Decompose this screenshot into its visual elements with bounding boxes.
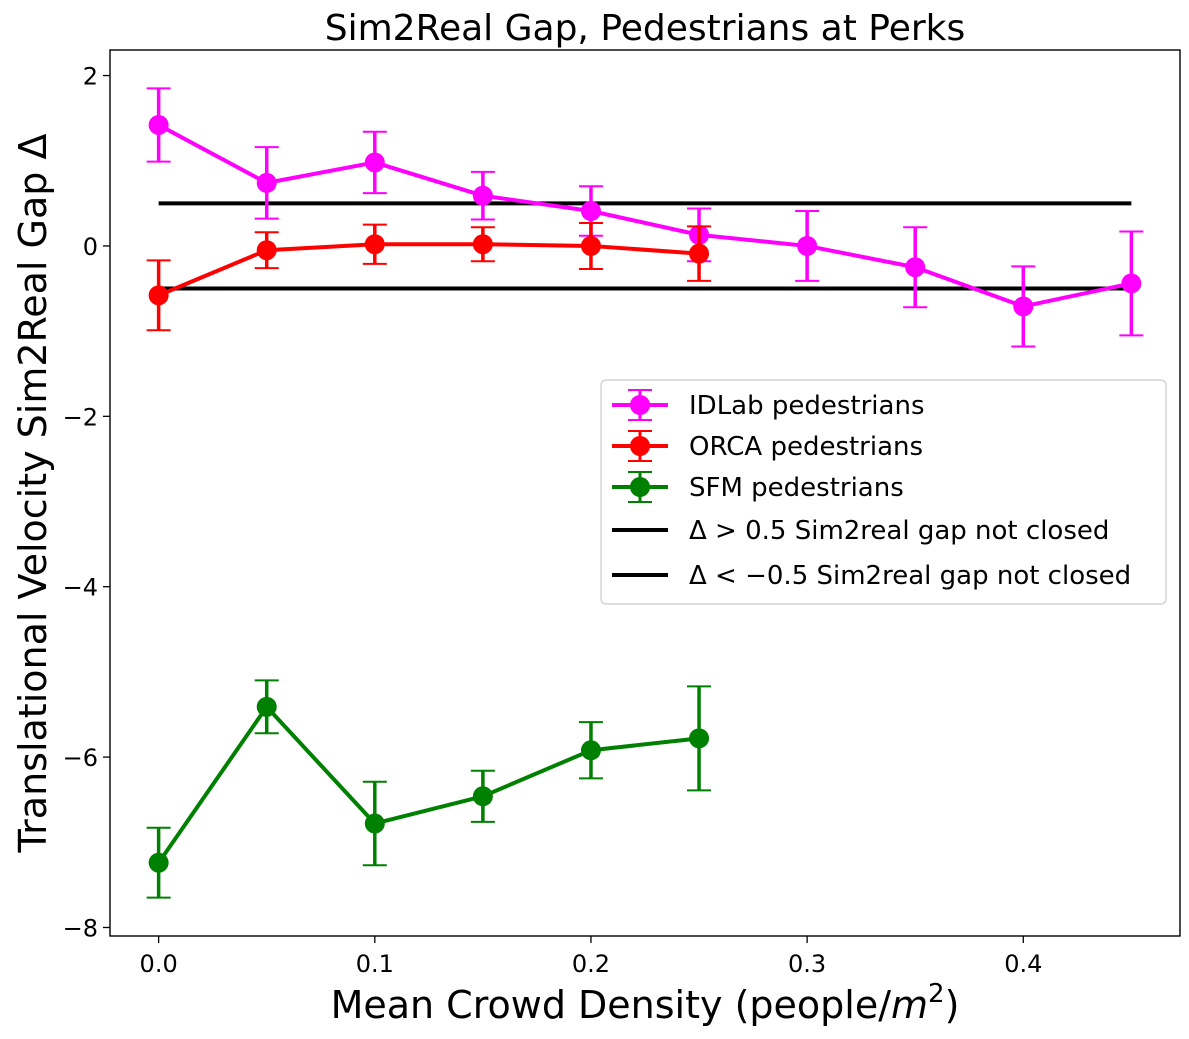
- y-tick-label-4: −4: [63, 574, 98, 602]
- legend-swatch-marker-2: [630, 436, 650, 456]
- legend-swatch-marker-3: [630, 477, 650, 497]
- x-axis-label-sup: 2: [928, 979, 945, 1009]
- data-point-1-8: [905, 257, 926, 278]
- plot-area: [146, 87, 1144, 899]
- y-tick-label-5: −6: [63, 744, 98, 772]
- x-tick-label-1: 0.0: [140, 950, 178, 978]
- legend-item-1: IDLab pedestrians: [612, 389, 925, 421]
- data-point-2-2: [256, 240, 277, 261]
- legend-items: IDLab pedestrians ORCA pedestrians SFM ped…: [612, 389, 1131, 591]
- data-point-1-7: [797, 235, 818, 256]
- x-tick-label-5: 0.4: [1004, 950, 1042, 978]
- legend-swatch-marker-1: [630, 395, 650, 415]
- x-axis-label-suffix: ): [945, 983, 960, 1027]
- legend-item-4: Δ > 0.5 Sim2real gap not closed: [612, 516, 1109, 546]
- x-axis-label-prefix: Mean Crowd Density (people/: [331, 983, 892, 1027]
- data-point-1-10: [1121, 273, 1142, 294]
- data-point-3-6: [689, 728, 710, 749]
- data-point-1-1: [148, 114, 169, 135]
- legend-item-3: SFM pedestrians: [612, 471, 904, 503]
- series-line-2: [157, 242, 700, 298]
- plot-frame: [109, 49, 1181, 937]
- data-point-2-6: [689, 243, 710, 264]
- series-2: [146, 221, 712, 332]
- data-point-3-2: [256, 696, 277, 717]
- x-tick-label-3: 0.2: [572, 950, 610, 978]
- legend: IDLab pedestrians ORCA pedestrians SFM ped…: [600, 379, 1167, 605]
- legend-item-5: Δ < −0.5 Sim2real gap not closed: [612, 561, 1131, 591]
- data-point-1-2: [256, 172, 277, 193]
- data-point-2-5: [580, 235, 601, 256]
- x-axis-label-var: m: [891, 983, 928, 1027]
- legend-label-3: SFM pedestrians: [689, 473, 904, 503]
- legend-label-5: Δ < −0.5 Sim2real gap not closed: [689, 561, 1131, 591]
- x-axis-label: Mean Crowd Density (people/m2): [331, 979, 960, 1027]
- data-point-3-3: [364, 813, 385, 834]
- x-tick-label-2: 0.1: [356, 950, 394, 978]
- data-point-1-3: [364, 152, 385, 173]
- y-axis-label: Translational Velocity Sim2Real Gap Δ: [11, 134, 55, 854]
- series-line-3: [156, 704, 700, 864]
- series-line-1: [157, 123, 1132, 309]
- data-point-1-9: [1013, 296, 1034, 317]
- y-axis-ticks: 2 0 −2 −4 −6 −8: [63, 63, 110, 942]
- y-tick-label-1: 2: [83, 63, 98, 91]
- data-point-1-5: [580, 201, 601, 222]
- y-tick-label-3: −2: [63, 403, 98, 431]
- series-1: [146, 87, 1144, 348]
- data-point-2-1: [148, 285, 169, 306]
- x-tick-label-4: 0.3: [788, 950, 826, 978]
- chart-title: Sim2Real Gap, Pedestrians at Perks: [325, 8, 966, 49]
- series-3: [146, 679, 712, 899]
- legend-label-2: ORCA pedestrians: [689, 432, 923, 462]
- legend-label-1: IDLab pedestrians: [689, 391, 925, 421]
- data-point-3-4: [472, 786, 493, 807]
- data-point-1-4: [472, 185, 493, 206]
- data-point-3-5: [580, 740, 601, 761]
- data-point-2-4: [472, 234, 493, 255]
- y-tick-label-6: −8: [63, 914, 98, 942]
- legend-box: [600, 379, 1167, 605]
- data-point-2-3: [364, 234, 385, 255]
- x-axis-ticks: 0.0 0.1 0.2 0.3 0.4: [140, 936, 1042, 978]
- legend-item-2: ORCA pedestrians: [612, 430, 923, 462]
- data-point-3-1: [148, 852, 169, 873]
- legend-label-4: Δ > 0.5 Sim2real gap not closed: [689, 516, 1109, 546]
- y-tick-label-2: 0: [83, 233, 98, 261]
